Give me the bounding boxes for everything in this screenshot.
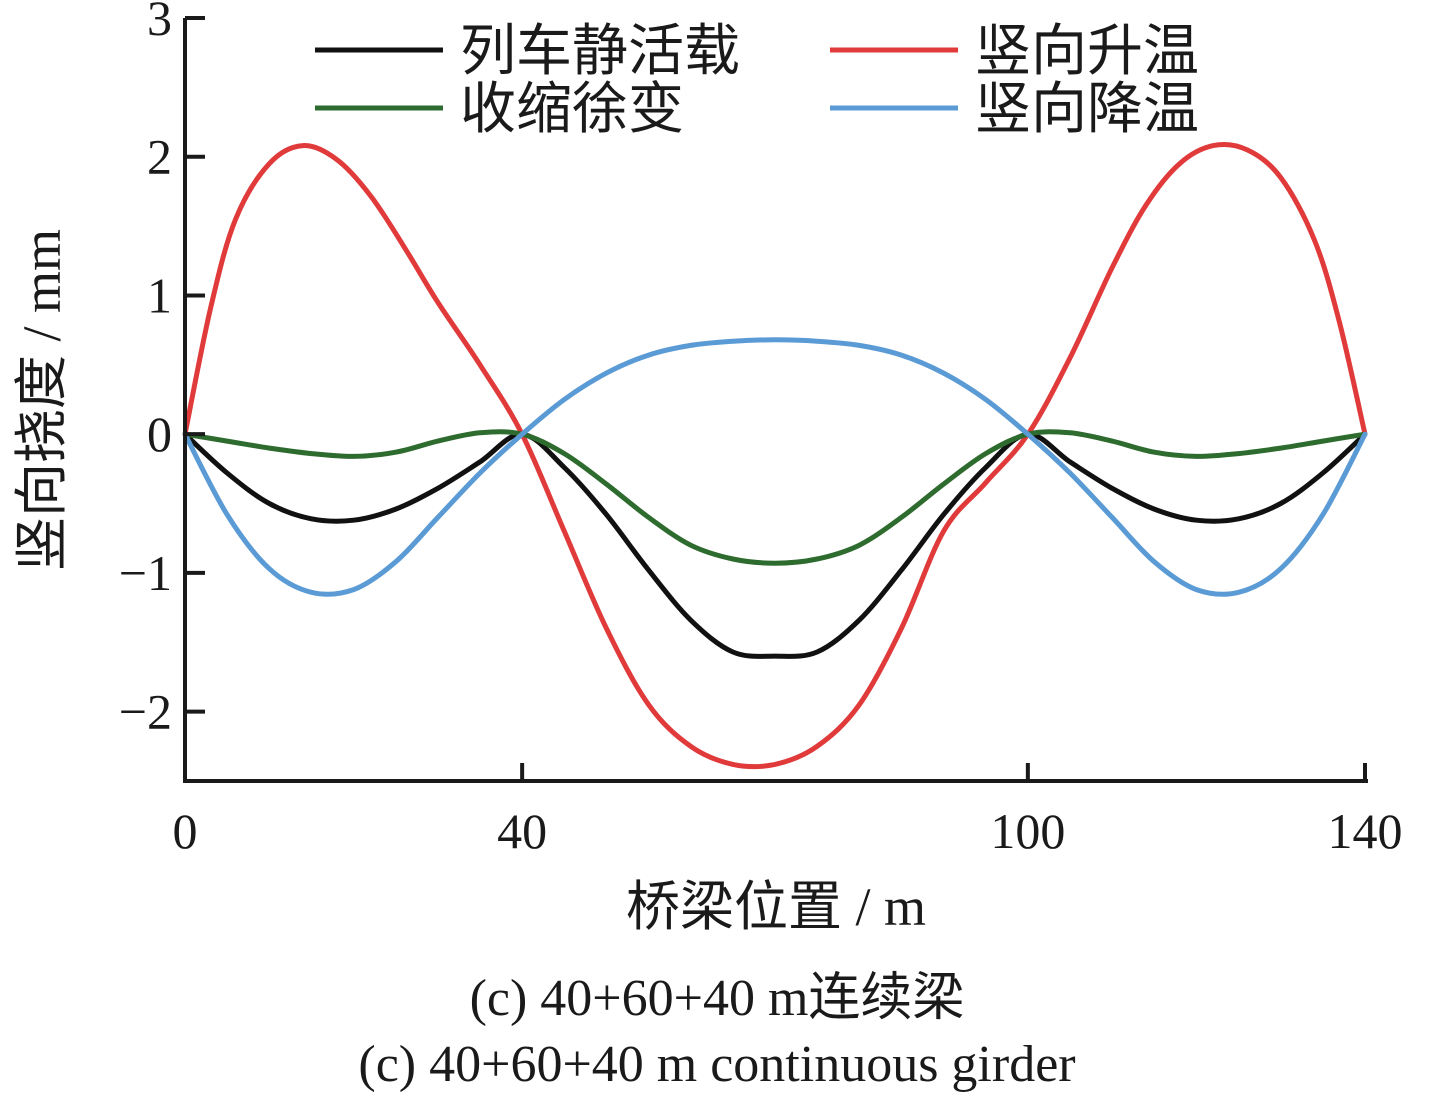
- y-tick-label: −2: [119, 684, 172, 740]
- x-tick-label: 40: [497, 803, 547, 859]
- legend-label: 竖向升温: [975, 21, 1199, 83]
- x-tick-label: 100: [990, 803, 1065, 859]
- y-tick-label: 3: [147, 0, 172, 46]
- series-line-1: [182, 431, 1368, 659]
- legend-label: 竖向降温: [975, 79, 1199, 141]
- y-tick-label: 2: [147, 129, 172, 185]
- figure-caption-english: (c) 40+60+40 m continuous girder: [358, 1036, 1076, 1093]
- y-tick-label: 1: [147, 267, 172, 323]
- series-line-4: [182, 337, 1368, 597]
- x-ticks: 0 40 100 140: [173, 763, 1403, 859]
- figure-caption-chinese: (c) 40+60+40 m连续梁: [469, 970, 965, 1027]
- series-line-2: [182, 142, 1368, 770]
- axes: [183, 18, 1368, 783]
- y-tick-label: −1: [119, 545, 172, 601]
- legend-label: 收缩徐变: [460, 79, 684, 141]
- legend-label: 列车静活载: [460, 21, 740, 83]
- x-tick-label: 0: [173, 803, 198, 859]
- y-tick-label: 0: [147, 406, 172, 462]
- x-axis-title: 桥梁位置 / m: [626, 877, 926, 937]
- series-line-3: [182, 429, 1368, 566]
- y-axis-title: 竖向挠度 / mm: [12, 229, 72, 571]
- y-ticks: −2 −1 0 1 2 3: [119, 0, 205, 740]
- plot-lines: [182, 142, 1368, 770]
- x-tick-label: 140: [1328, 803, 1403, 859]
